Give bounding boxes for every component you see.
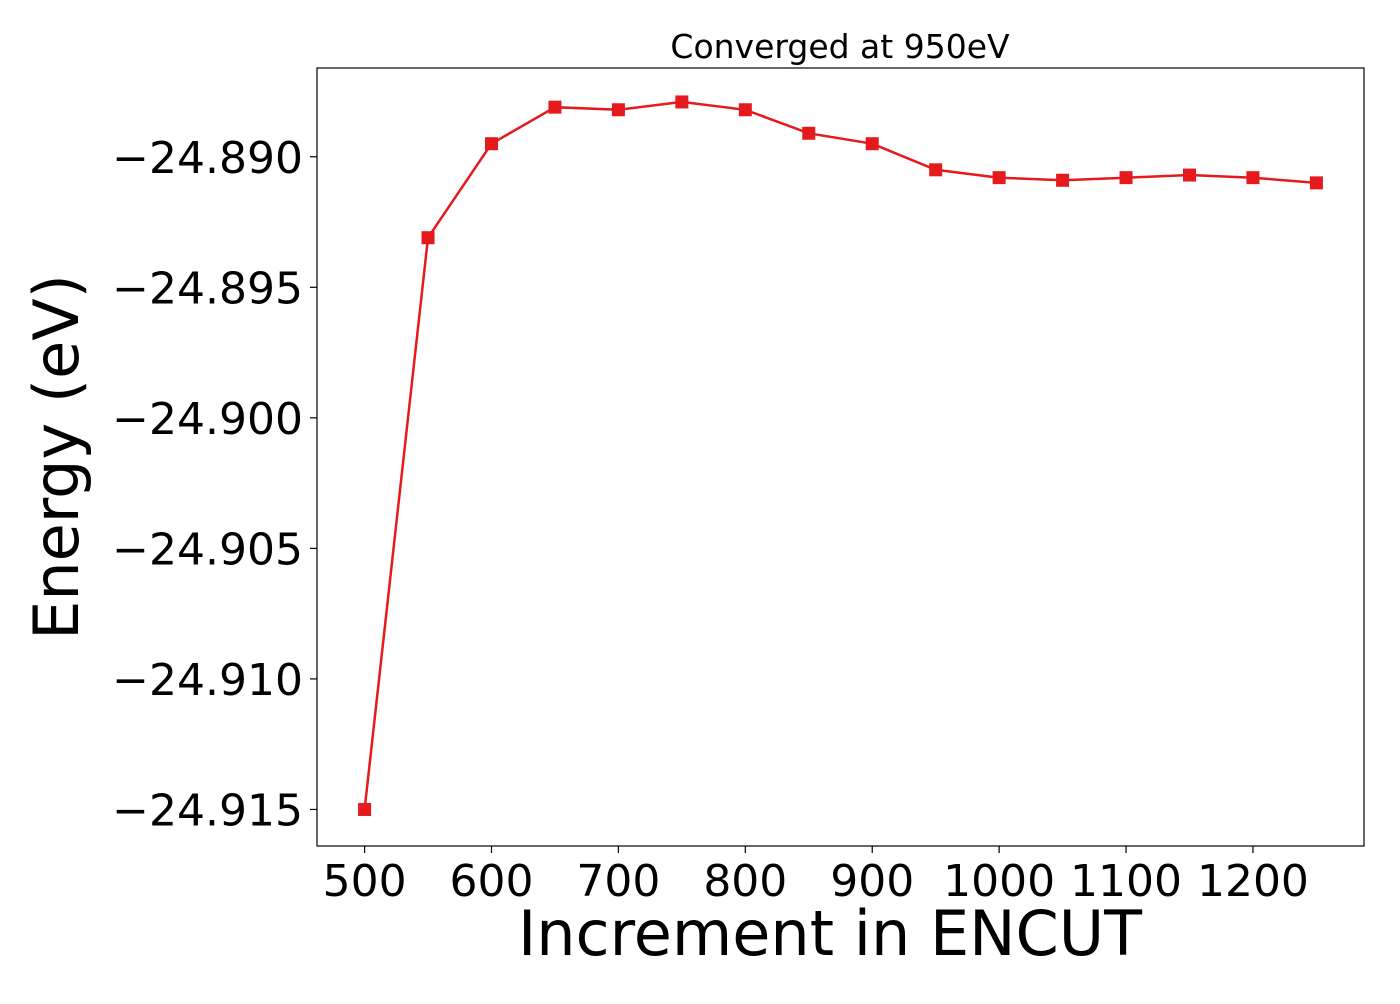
data-point-marker [929,163,943,177]
data-point-marker [548,100,562,114]
plot-area-frame [316,67,1365,847]
series-line [363,100,1317,810]
y-tick-label: −24.890 [112,133,303,184]
data-point-marker [1246,171,1260,185]
data-point-marker [865,137,879,151]
data-point-marker [485,137,498,151]
x-axis-label: Increment in ENCUT [518,897,1143,970]
data-point-marker [1119,171,1133,185]
data-point-marker [802,126,816,140]
data-point-marker [738,103,752,117]
data-point-marker [1183,168,1196,182]
data-point-marker [1309,176,1323,190]
data-point-marker [421,231,435,245]
x-tick-label: 1000 [943,856,1055,907]
x-tick-label: 1200 [1197,856,1309,907]
data-point-marker [611,103,625,117]
x-tick-label: 500 [323,856,407,907]
y-tick-label: −24.915 [112,785,303,836]
data-point-marker [675,95,689,109]
x-tick-label: 900 [830,856,914,907]
y-tick-label: −24.900 [112,394,303,445]
x-tick-label: 800 [703,856,787,907]
y-tick-label: −24.910 [112,655,303,706]
y-tick-label: −24.895 [112,263,303,314]
x-axis-ticks: 500 600 700 800 900 1000 1100 1200 [323,846,1309,907]
chart-title: Converged at 950eV [670,27,1010,66]
x-tick-label: 1100 [1070,856,1182,907]
series-layer [358,95,1323,816]
y-axis-ticks: −24.890 −24.895 −24.900 −24.905 −24.910 −24.9… [112,133,317,836]
data-point-marker [992,171,1006,185]
data-point-marker [358,802,372,816]
data-point-marker [1056,173,1070,187]
y-tick-label: −24.905 [112,524,303,575]
y-axis-label: Energy (eV) [20,274,93,640]
x-tick-label: 600 [450,856,534,907]
x-tick-label: 700 [576,856,660,907]
